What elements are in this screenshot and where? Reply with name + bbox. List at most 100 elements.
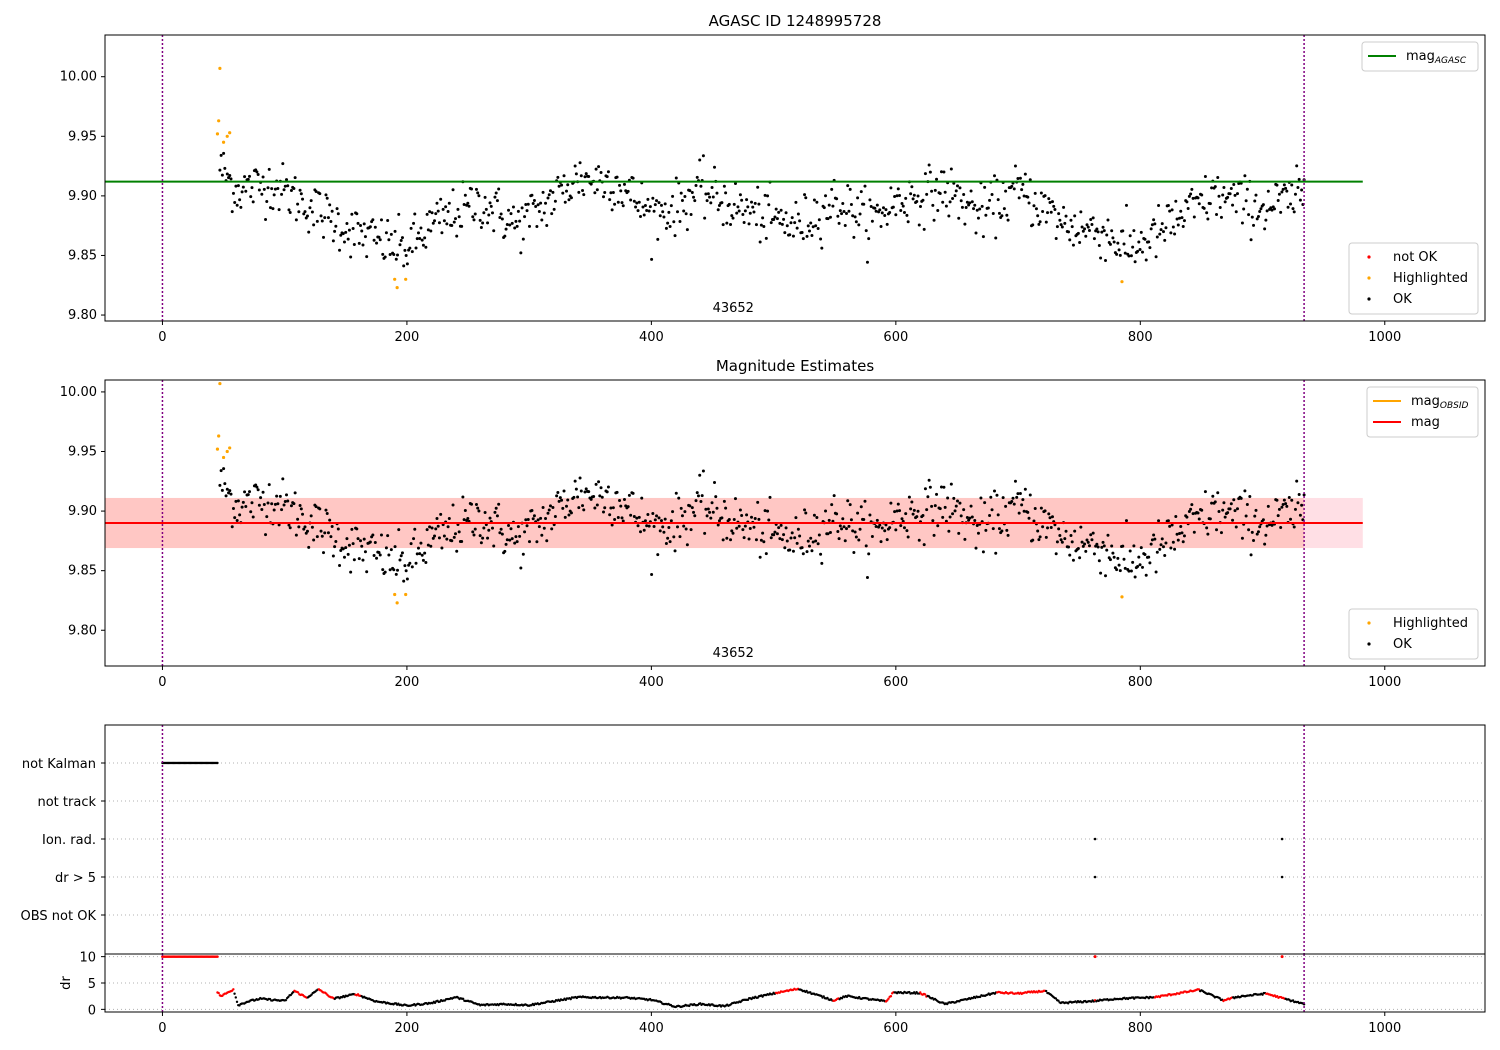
ok-point [248, 174, 252, 178]
dr-point [805, 989, 808, 993]
ok-point [842, 210, 846, 214]
ok-point [445, 537, 449, 541]
ok-point [883, 529, 887, 533]
ok-point [1004, 189, 1008, 193]
ok-point [1067, 545, 1071, 549]
ok-point [1213, 500, 1217, 504]
legend-box [1361, 41, 1479, 72]
ok-point [516, 525, 520, 529]
ok-point [1255, 532, 1259, 536]
ok-point [234, 184, 238, 188]
ok-point [970, 515, 974, 519]
dr-point [1093, 955, 1097, 959]
ok-point [574, 172, 578, 176]
ok-point [537, 209, 541, 213]
ok-point [981, 550, 985, 554]
ok-point [1084, 234, 1088, 238]
ok-point [544, 201, 548, 205]
ok-point [1005, 528, 1009, 532]
ok-point [276, 502, 280, 506]
ok-point [264, 217, 268, 221]
ok-point [1161, 545, 1165, 549]
dr-point [235, 1000, 239, 1004]
ok-point [309, 514, 313, 518]
ok-point [694, 499, 698, 503]
ok-point [402, 264, 406, 268]
ok-point [1147, 555, 1151, 559]
ok-point [371, 533, 375, 537]
dr-point [569, 997, 572, 1001]
ok-point [653, 203, 657, 207]
ok-point [558, 496, 562, 500]
ok-point [280, 508, 284, 512]
y-tick-label: 5 [88, 977, 96, 992]
ok-point [932, 533, 936, 537]
ok-point [551, 506, 555, 510]
ok-point [735, 526, 739, 530]
ok-point [487, 528, 491, 532]
ok-point [510, 221, 514, 225]
ok-point [828, 215, 832, 219]
ok-point [745, 513, 749, 517]
ok-point [531, 517, 535, 521]
magnitude-estimates-panel: Magnitude Estimates9.809.859.909.9510.00… [60, 357, 1486, 690]
ok-point [420, 553, 424, 557]
ok-point [296, 517, 300, 521]
ok-point [1000, 214, 1004, 218]
ok-point [335, 207, 339, 211]
ok-point [234, 499, 238, 503]
ok-point [1000, 529, 1004, 533]
ok-point [428, 210, 432, 214]
ok-point [643, 204, 647, 208]
ok-point [932, 218, 936, 222]
ok-point [782, 533, 786, 537]
ok-point [641, 205, 645, 209]
highlighted-point [1120, 280, 1124, 284]
ok-point [346, 237, 350, 241]
ok-point [339, 548, 343, 552]
ok-point [564, 189, 568, 193]
ok-point [1222, 501, 1226, 505]
ok-point [1219, 215, 1223, 219]
y-axis-label: dr [59, 976, 74, 990]
ok-point [341, 232, 345, 236]
ok-point [478, 534, 482, 538]
ok-point [759, 538, 763, 542]
ok-point [1049, 525, 1053, 529]
ok-point [1284, 502, 1288, 506]
ok-point [1087, 544, 1091, 548]
ok-point [819, 237, 823, 241]
ok-point [1147, 240, 1151, 244]
ok-point [606, 170, 610, 174]
ok-point [768, 495, 772, 499]
ok-point [805, 550, 809, 554]
ok-point [621, 204, 625, 208]
ok-point [1166, 204, 1170, 208]
legend-dot-swatch [1367, 276, 1371, 280]
ok-point [532, 514, 536, 518]
ok-point [631, 176, 635, 180]
ok-point [362, 537, 366, 541]
ok-point [795, 226, 799, 230]
ok-point [1275, 183, 1279, 187]
ok-point [368, 540, 372, 544]
ok-point [904, 512, 908, 516]
ok-point [1174, 514, 1178, 518]
ok-point [668, 224, 672, 228]
ok-point [587, 490, 591, 494]
ok-point [801, 552, 805, 556]
ok-point [523, 215, 527, 219]
ok-point [515, 224, 519, 228]
ok-point [711, 510, 715, 514]
ok-point [437, 221, 441, 225]
ok-point [453, 217, 457, 221]
ok-point [581, 188, 585, 192]
ok-point [1067, 230, 1071, 234]
ok-point [645, 209, 649, 213]
ok-point [616, 516, 620, 520]
ok-point [1153, 222, 1157, 226]
ok-point [477, 509, 481, 513]
ok-point [806, 539, 810, 543]
ok-point [436, 524, 440, 528]
